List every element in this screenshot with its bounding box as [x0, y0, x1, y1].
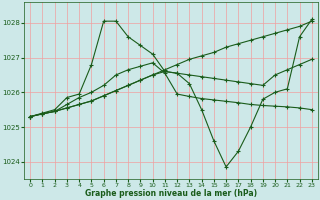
X-axis label: Graphe pression niveau de la mer (hPa): Graphe pression niveau de la mer (hPa) — [85, 189, 257, 198]
